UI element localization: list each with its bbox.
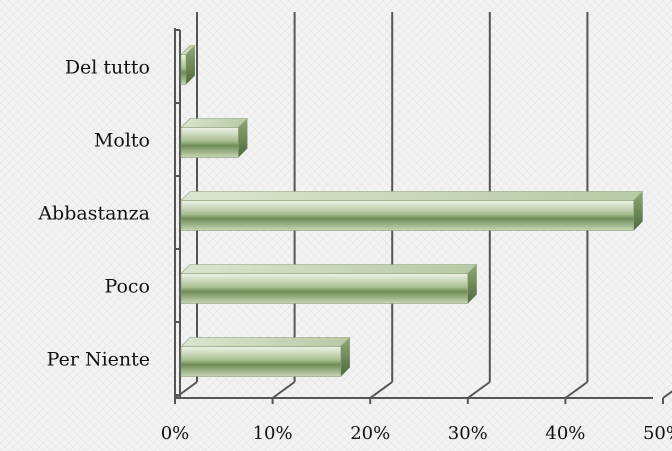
bar-top-face <box>180 191 644 201</box>
category-label: Del tutto <box>65 57 150 79</box>
x-tick-label: 10% <box>253 423 293 444</box>
bar-front-face <box>180 346 342 377</box>
bar-side-face <box>467 264 477 304</box>
bar-side-face <box>340 337 350 377</box>
bar-front-face <box>180 127 239 158</box>
x-tick-label: 40% <box>545 423 585 444</box>
gridline-depth-4 <box>564 381 588 399</box>
bar-top-face <box>180 337 351 347</box>
x-tick-label: 50% <box>643 423 672 444</box>
bar-top-face <box>180 264 478 274</box>
gridline-depth-3 <box>467 381 491 399</box>
bar-2 <box>180 191 644 231</box>
category-label: Per Niente <box>47 349 150 371</box>
bar-front-face <box>180 273 469 304</box>
category-label: Molto <box>94 130 150 152</box>
floor-line <box>174 381 653 399</box>
bar-0 <box>180 45 196 85</box>
bar-side-face <box>186 45 195 85</box>
bar-3 <box>180 264 478 304</box>
category-label: Abbastanza <box>37 203 150 225</box>
bar-4 <box>180 337 351 377</box>
gridline-depth-1 <box>272 381 296 399</box>
category-label: Poco <box>104 276 150 298</box>
bar-front-face <box>180 200 635 231</box>
x-tick-label: 20% <box>350 423 390 444</box>
bar-side-face <box>633 191 643 231</box>
bar-top-face <box>180 118 249 128</box>
x-tick-label: 0% <box>161 423 190 444</box>
bar-side-face <box>238 118 248 158</box>
gridline-depth-2 <box>369 381 393 399</box>
bar-front-face <box>180 54 187 85</box>
x-tick-label: 30% <box>448 423 488 444</box>
bar-1 <box>180 118 249 158</box>
gridline-depth-5 <box>662 390 672 399</box>
